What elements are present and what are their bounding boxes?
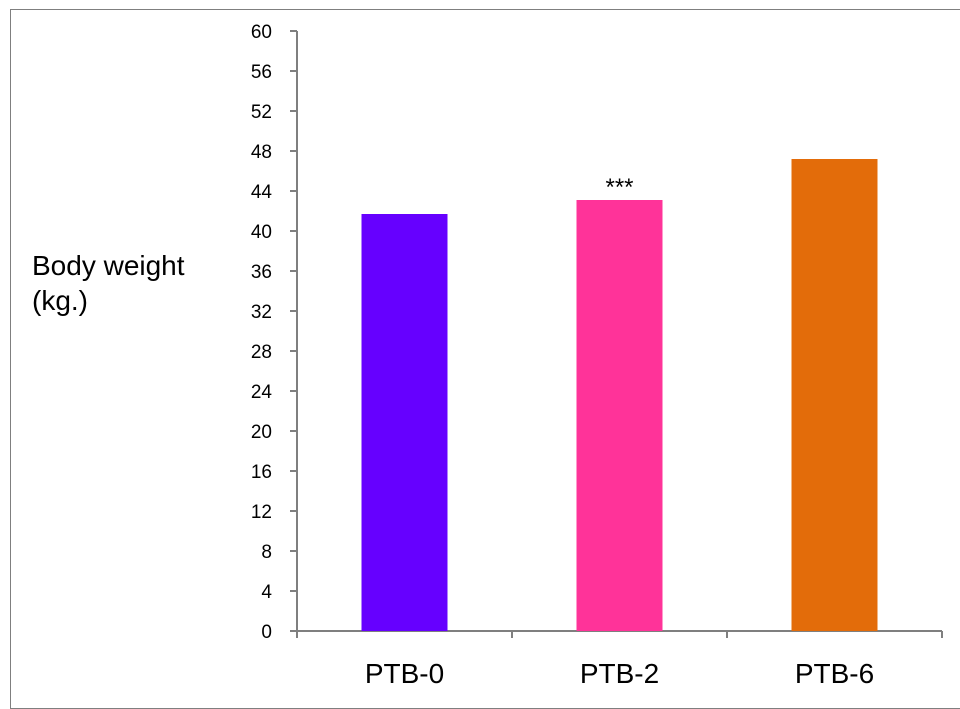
- y-tick-label: 40: [251, 222, 272, 243]
- bars: [361, 159, 878, 631]
- bar: [361, 214, 448, 631]
- y-tick-label: 32: [251, 302, 272, 323]
- x-category-label: PTB-2: [580, 658, 659, 689]
- x-category-label: PTB-0: [365, 658, 444, 689]
- y-tick-label: 44: [251, 182, 273, 203]
- y-tick-label: 36: [251, 262, 272, 283]
- bar: [576, 200, 663, 631]
- y-tick-label: 16: [251, 462, 272, 483]
- bar: [791, 159, 878, 631]
- y-tick-label: 12: [251, 502, 272, 523]
- y-axis-label: Body weight (kg.): [32, 250, 185, 316]
- y-tick-label: 20: [251, 422, 272, 443]
- x-category-label: PTB-6: [795, 658, 874, 689]
- y-tick-label: 56: [251, 62, 272, 83]
- y-tick-label: 60: [251, 22, 272, 43]
- y-tick-label: 8: [261, 542, 272, 563]
- y-tick-label: 28: [251, 342, 272, 363]
- y-tick-label: 4: [261, 582, 272, 603]
- y-tick-label: 0: [261, 622, 272, 643]
- y-tick-label: 24: [251, 382, 273, 403]
- y-tick-label: 48: [251, 142, 272, 163]
- y-tick-label: 52: [251, 102, 272, 123]
- significance-annotation: ***: [605, 174, 633, 201]
